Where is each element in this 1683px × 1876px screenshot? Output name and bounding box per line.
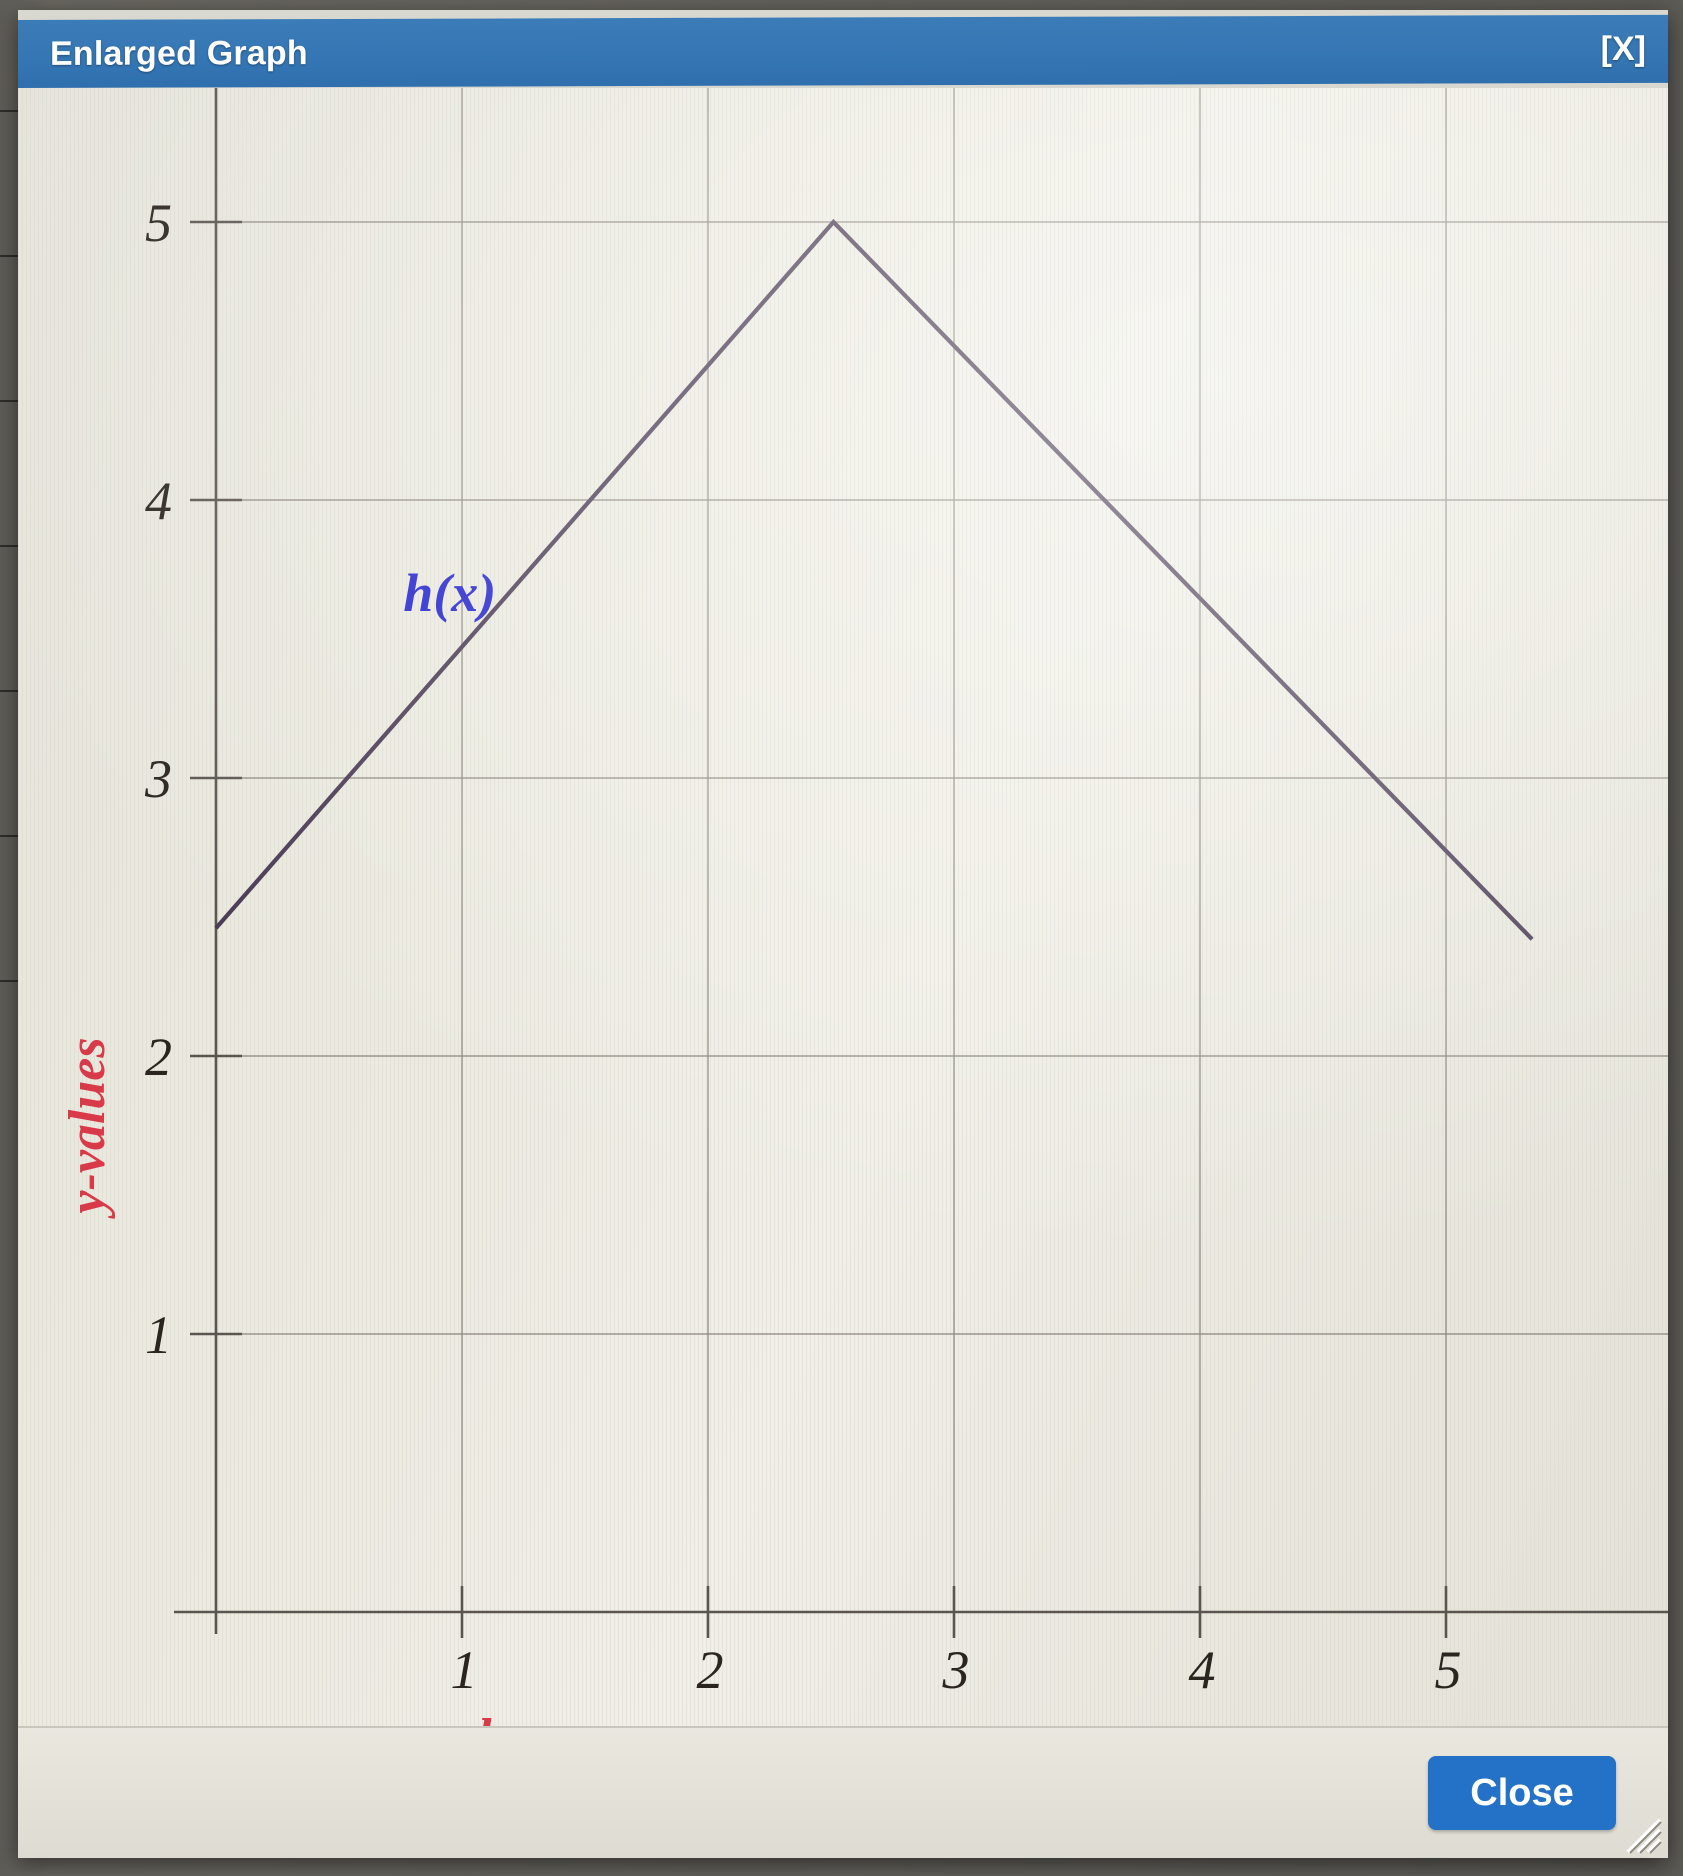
x-tick-label: 4 xyxy=(1189,1640,1216,1700)
axis-tick-labels: 1 2 3 4 5 1 2 3 4 5 x-values y-values h(x) xyxy=(59,193,1462,1728)
dialog-titlebar: Enlarged Graph [X] xyxy=(18,14,1668,89)
x-tick-label: 5 xyxy=(1435,1640,1462,1700)
axis-lines xyxy=(174,88,1668,1634)
series-annotation-hx: h(x) xyxy=(403,563,496,623)
function-curve-hx xyxy=(214,218,1534,941)
y-axis-label: y-values xyxy=(59,1037,116,1219)
y-tick-label: 1 xyxy=(145,1305,172,1365)
dialog-footer: Close xyxy=(18,1726,1668,1858)
y-tick-label: 2 xyxy=(145,1027,172,1087)
x-tick-label: 3 xyxy=(942,1640,970,1700)
tick-marks xyxy=(190,220,1448,1638)
grid-lines xyxy=(216,88,1668,1612)
y-tick-label: 3 xyxy=(144,749,172,809)
close-button[interactable]: Close xyxy=(1428,1756,1616,1830)
x-axis-label: x-values xyxy=(384,1709,564,1728)
graph-plot: 1 2 3 4 5 1 2 3 4 5 x-values y-values h(x) xyxy=(59,88,1668,1728)
y-tick-label: 4 xyxy=(145,471,172,531)
resize-grip-icon[interactable] xyxy=(1618,1810,1664,1856)
y-tick-label: 5 xyxy=(145,193,172,253)
enlarged-graph-dialog: Enlarged Graph [X] 1 2 3 4 5 1 2 3 4 5 x-values y-v… xyxy=(18,10,1668,1858)
x-tick-label: 2 xyxy=(697,1640,724,1700)
graph-canvas-area: 1 2 3 4 5 1 2 3 4 5 x-values y-values h(x) xyxy=(18,88,1668,1728)
x-tick-label: 1 xyxy=(451,1640,478,1700)
page-title: Enlarged Graph xyxy=(50,33,308,73)
close-icon[interactable]: [X] xyxy=(1600,29,1646,68)
